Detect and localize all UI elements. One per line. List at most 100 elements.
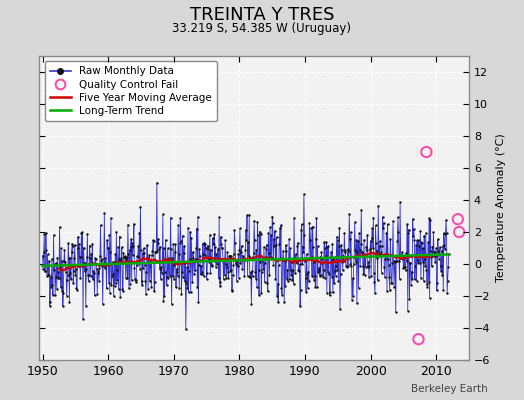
Point [173, 272, 182, 279]
Point [247, 301, 256, 307]
Point [130, 265, 139, 272]
Point [435, 255, 443, 262]
Point [80, 244, 88, 251]
Point [136, 203, 145, 210]
Point [416, 228, 424, 234]
Point [413, 237, 421, 244]
Point [77, 254, 85, 260]
Point [420, 233, 428, 239]
Point [267, 255, 276, 261]
Point [305, 220, 313, 226]
Point [441, 246, 449, 252]
Point [228, 287, 236, 293]
Point [426, 216, 434, 223]
Point [331, 254, 339, 260]
Point [74, 263, 83, 270]
Point [411, 276, 419, 282]
Point [198, 268, 206, 275]
Point [329, 256, 337, 262]
Point [310, 259, 319, 265]
Point [383, 288, 391, 294]
Point [241, 247, 249, 253]
Point [73, 245, 82, 251]
Point [139, 264, 147, 271]
Point [274, 298, 282, 305]
Point [40, 268, 49, 274]
Point [184, 225, 192, 231]
Point [73, 287, 81, 293]
Point [118, 286, 127, 292]
Point [296, 261, 304, 268]
Point [321, 275, 330, 282]
Point [151, 249, 160, 255]
Point [170, 261, 179, 268]
Point [131, 276, 139, 282]
Point [57, 245, 66, 252]
Point [43, 251, 52, 258]
Point [246, 274, 254, 280]
Point [157, 264, 166, 271]
Point [257, 290, 266, 296]
Point [367, 235, 376, 242]
Point [93, 266, 101, 272]
Point [386, 287, 394, 294]
Point [254, 266, 263, 273]
Point [266, 254, 275, 260]
Point [258, 256, 267, 263]
Point [438, 247, 446, 254]
Point [82, 303, 90, 309]
Point [361, 271, 369, 278]
Point [189, 249, 197, 255]
Point [145, 256, 153, 262]
Point [156, 244, 165, 250]
Point [169, 241, 178, 248]
Point [374, 202, 383, 209]
Point [263, 242, 271, 248]
Point [427, 254, 435, 260]
Point [144, 286, 152, 292]
Point [378, 214, 387, 220]
Point [202, 245, 210, 251]
Point [146, 256, 155, 263]
Point [443, 290, 451, 296]
Point [56, 224, 64, 230]
Point [56, 262, 64, 269]
Point [401, 267, 410, 274]
Point [347, 262, 356, 269]
Point [166, 214, 174, 221]
Point [52, 260, 60, 266]
Point [79, 316, 87, 322]
Point [63, 272, 72, 278]
Point [361, 252, 369, 258]
Point [81, 260, 90, 266]
Point [388, 280, 396, 286]
Point [297, 287, 305, 293]
Point [357, 206, 365, 213]
Point [64, 240, 72, 246]
Point [299, 243, 307, 250]
Point [249, 250, 258, 256]
Point [269, 261, 278, 268]
Point [111, 283, 119, 289]
Point [245, 253, 253, 260]
Point [132, 277, 140, 284]
Point [175, 285, 183, 292]
Point [377, 248, 385, 255]
Point [213, 256, 222, 262]
Point [127, 236, 135, 242]
Point [74, 234, 82, 240]
Point [279, 248, 287, 254]
Point [52, 286, 61, 293]
Point [108, 272, 116, 279]
Point [389, 218, 397, 224]
Point [352, 258, 360, 265]
Point [412, 278, 421, 284]
Point [160, 245, 168, 252]
Point [309, 223, 317, 230]
Point [90, 270, 98, 276]
Point [66, 270, 74, 276]
Point [314, 268, 322, 275]
Point [50, 261, 59, 267]
Point [40, 231, 48, 237]
Point [196, 271, 205, 278]
